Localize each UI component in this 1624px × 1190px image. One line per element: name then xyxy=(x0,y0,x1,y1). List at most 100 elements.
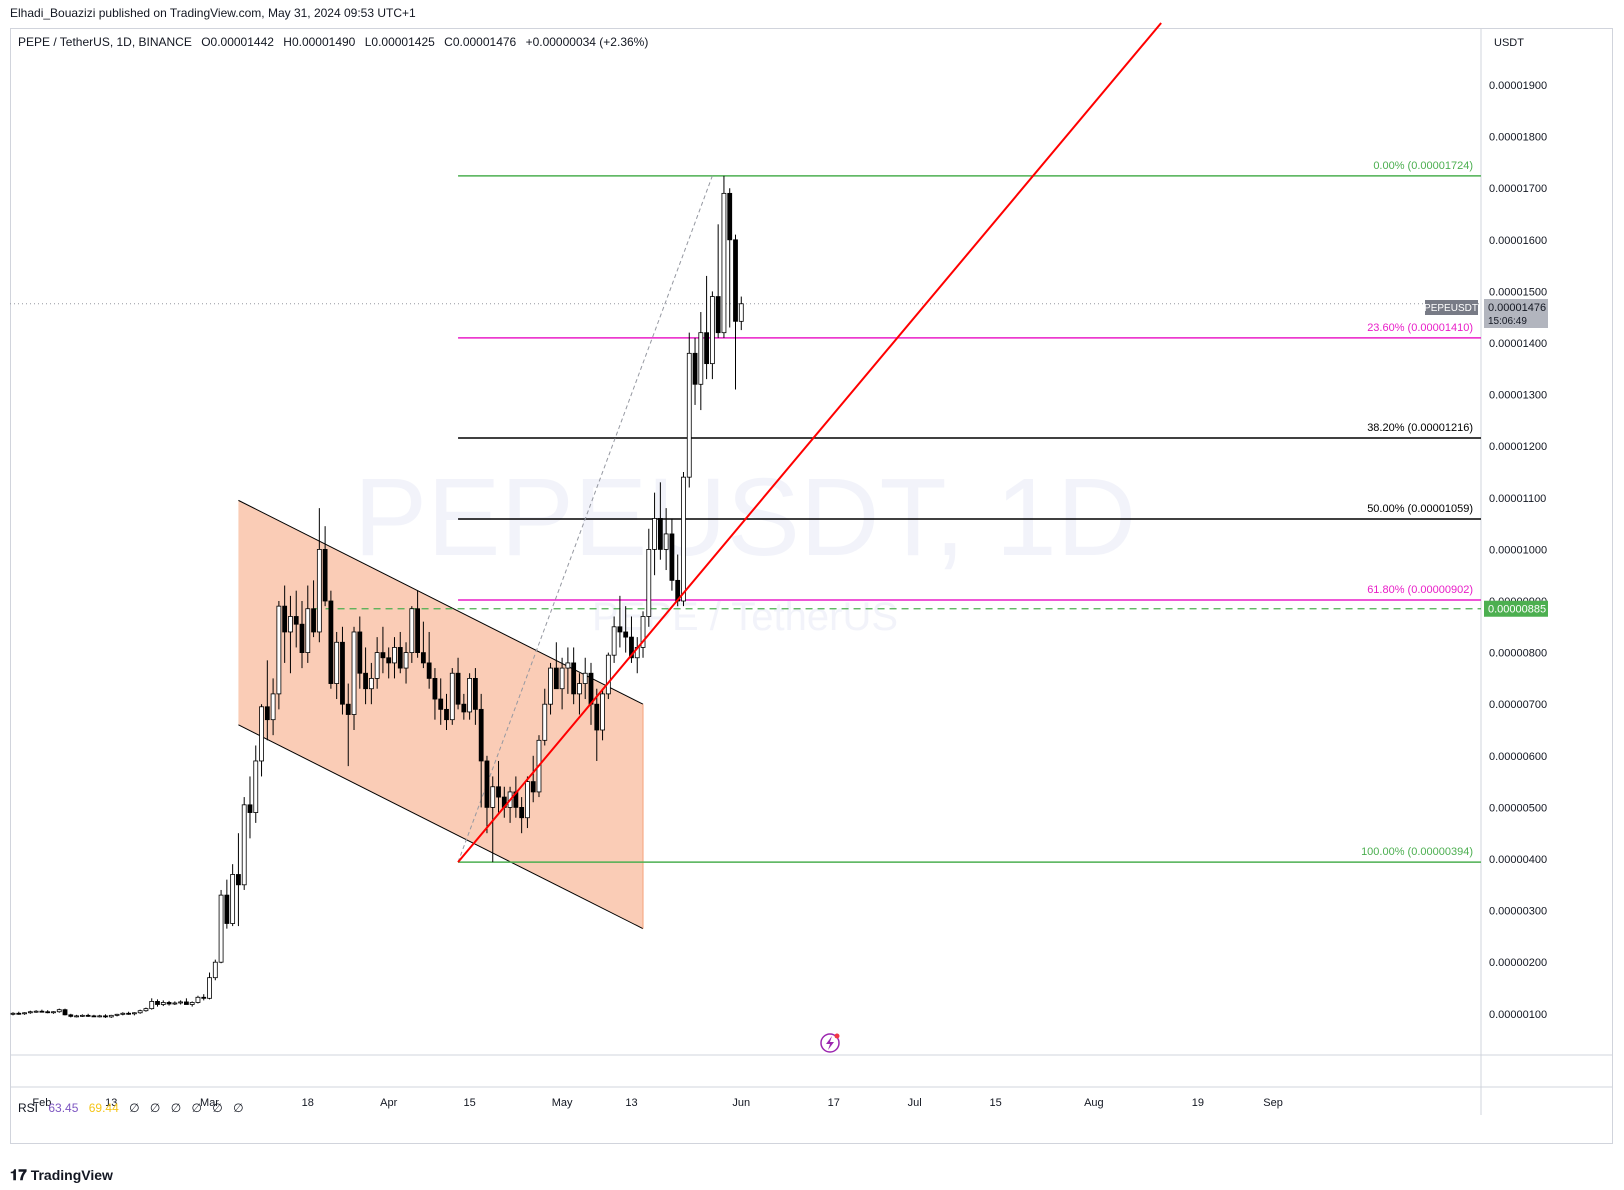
candle-body-59 xyxy=(351,631,357,715)
candle-body-67 xyxy=(397,647,403,669)
support-level-badge-text: 0.00000885 xyxy=(1488,604,1546,616)
candle-body-54 xyxy=(322,549,328,602)
x-tick-label-11: 15 xyxy=(989,1097,1001,1109)
candle-body-95 xyxy=(559,667,565,690)
candle-body-62 xyxy=(368,678,374,690)
support-level-badge-bg xyxy=(1484,600,1548,617)
candle-body-42 xyxy=(253,760,259,813)
y-tick-label-17: 0.00000200 xyxy=(1489,957,1547,969)
candle-body-82 xyxy=(484,760,490,808)
candle-body-112 xyxy=(657,518,663,550)
ohlc-close: C0.00001476 xyxy=(444,35,517,49)
x-tick-label-0: Feb xyxy=(32,1097,51,1109)
candle-body-58 xyxy=(345,703,351,715)
candle-body-50 xyxy=(299,623,305,653)
candle-body-49 xyxy=(293,616,299,625)
candle-body-32 xyxy=(195,996,201,1003)
candle-body-73 xyxy=(432,678,438,700)
candle-body-126 xyxy=(738,303,744,322)
candle-body-53 xyxy=(316,549,322,633)
candle-body-2 xyxy=(22,1012,27,1015)
candle-body-71 xyxy=(420,652,426,664)
rsi-label[interactable]: RSI xyxy=(18,1101,39,1115)
candle-body-66 xyxy=(392,647,397,664)
candle-body-117 xyxy=(686,352,692,478)
candle-body-46 xyxy=(276,605,282,695)
chart-frame xyxy=(10,28,1613,1144)
x-tick-label-4: Apr xyxy=(380,1097,397,1109)
candle-body-3 xyxy=(27,1011,33,1014)
symbol-legend: PEPE / TetherUS, 1D, BINANCE O0.00001442… xyxy=(18,35,654,49)
candle-body-93 xyxy=(548,667,553,705)
candle-body-44 xyxy=(264,706,270,721)
candle-body-61 xyxy=(363,672,368,690)
candle-body-104 xyxy=(611,626,617,656)
y-tick-label-5: 0.00001400 xyxy=(1489,338,1547,350)
candle-body-100 xyxy=(588,672,594,705)
candle-body-9 xyxy=(62,1009,68,1016)
candle-body-101 xyxy=(594,703,600,731)
candle-body-90 xyxy=(530,781,536,793)
candle-body-80 xyxy=(472,678,478,710)
rsi-empty-2: ∅ xyxy=(149,1101,161,1115)
candle-body-20 xyxy=(126,1012,131,1015)
x-tick-label-1: 13 xyxy=(105,1097,117,1109)
candle-body-11 xyxy=(74,1015,79,1018)
rsi-legend: RSI 63.45 69.44 ∅ ∅ ∅ ∅ ∅ ∅ xyxy=(18,1101,251,1115)
y-tick-label-15: 0.00000400 xyxy=(1489,854,1547,866)
trend-line xyxy=(457,22,1162,863)
candle-body-63 xyxy=(374,652,380,679)
x-tick-label-14: Sep xyxy=(1263,1097,1283,1109)
candle-body-81 xyxy=(478,708,484,762)
y-tick-label-4: 0.00001500 xyxy=(1489,286,1547,298)
candle-body-75 xyxy=(444,708,449,721)
candle-body-40 xyxy=(241,804,247,886)
candle-body-14 xyxy=(91,1015,97,1018)
candle-body-39 xyxy=(236,874,241,886)
candle-body-94 xyxy=(553,667,559,690)
candle-body-35 xyxy=(212,961,218,979)
y-tick-label-7: 0.00001200 xyxy=(1489,441,1547,453)
candle-body-119 xyxy=(698,332,704,385)
x-tick-label-12: Aug xyxy=(1084,1097,1104,1109)
last-price-badge-price: 0.00001476 xyxy=(1488,302,1546,314)
rsi-empty-4: ∅ xyxy=(191,1101,202,1115)
candle-body-65 xyxy=(386,657,392,664)
candle-body-68 xyxy=(403,652,409,669)
candle-body-78 xyxy=(461,703,467,713)
fib-level-label-1: 23.60% (0.00001410) xyxy=(1367,322,1473,334)
rsi-empty-5: ∅ xyxy=(212,1101,223,1115)
candle-body-118 xyxy=(692,352,698,385)
y-tick-label-16: 0.00000300 xyxy=(1489,906,1547,918)
candle-body-97 xyxy=(571,662,577,695)
candle-body-109 xyxy=(640,616,646,648)
candle-body-105 xyxy=(617,626,623,633)
candle-body-41 xyxy=(247,804,253,813)
y-tick-label-14: 0.00000500 xyxy=(1489,802,1547,814)
candle-body-70 xyxy=(415,608,421,653)
candle-body-12 xyxy=(79,1014,85,1017)
fib-level-label-2: 38.20% (0.00001216) xyxy=(1367,422,1473,434)
candle-body-123 xyxy=(721,192,727,334)
y-tick-label-9: 0.00001000 xyxy=(1489,544,1547,556)
candle-body-107 xyxy=(629,636,634,659)
candle-body-43 xyxy=(259,706,264,762)
x-tick-label-7: 13 xyxy=(625,1097,637,1109)
ohlc-low: L0.00001425 xyxy=(364,35,435,49)
x-tick-label-10: Jul xyxy=(908,1097,922,1109)
tradingview-logo[interactable]: 𝟏𝟕 TradingView xyxy=(10,1166,113,1184)
y-tick-label-8: 0.00001100 xyxy=(1489,493,1546,505)
rsi-value-2: 69.44 xyxy=(88,1101,119,1115)
y-tick-label-2: 0.00001700 xyxy=(1489,183,1547,195)
candle-body-25 xyxy=(155,1001,160,1005)
candle-body-60 xyxy=(357,631,363,674)
symbol-title[interactable]: PEPE / TetherUS, 1D, BINANCE xyxy=(18,35,192,49)
candle-body-110 xyxy=(646,549,652,617)
candle-body-52 xyxy=(311,608,316,633)
candle-body-34 xyxy=(207,977,212,999)
candle-body-6 xyxy=(45,1011,51,1014)
candle-body-79 xyxy=(467,678,473,713)
candle-body-21 xyxy=(131,1012,137,1015)
notification-dot-icon xyxy=(834,1033,840,1039)
